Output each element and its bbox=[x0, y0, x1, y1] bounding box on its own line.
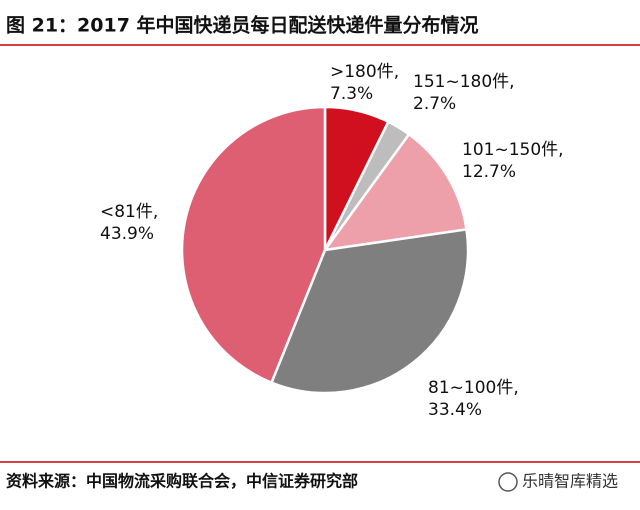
chart-title: 图 21：2017 年中国快递员每日配送快递件量分布情况 bbox=[6, 14, 479, 37]
slice-label: 151~180件, bbox=[413, 72, 515, 92]
slice-value: 12.7% bbox=[462, 162, 516, 182]
slice-value: 33.4% bbox=[428, 400, 482, 420]
slice-label: <81件, bbox=[100, 202, 158, 222]
slice-label: 101~150件, bbox=[462, 140, 564, 160]
slice-value: 43.9% bbox=[100, 224, 154, 244]
slice-value: 2.7% bbox=[413, 94, 456, 114]
watermark-icon bbox=[498, 472, 518, 492]
watermark: 乐晴智库精选 bbox=[522, 472, 618, 491]
pie-slice bbox=[322, 132, 468, 252]
pie-slice bbox=[180, 105, 327, 385]
source: 资料来源：中国物流采购联合会，中信证券研究部 bbox=[6, 472, 358, 491]
slice-label: >180件, bbox=[330, 62, 399, 82]
slice-value: 7.3% bbox=[330, 84, 373, 104]
slice-label: 81~100件, bbox=[428, 378, 519, 398]
pie-slice bbox=[269, 227, 470, 395]
